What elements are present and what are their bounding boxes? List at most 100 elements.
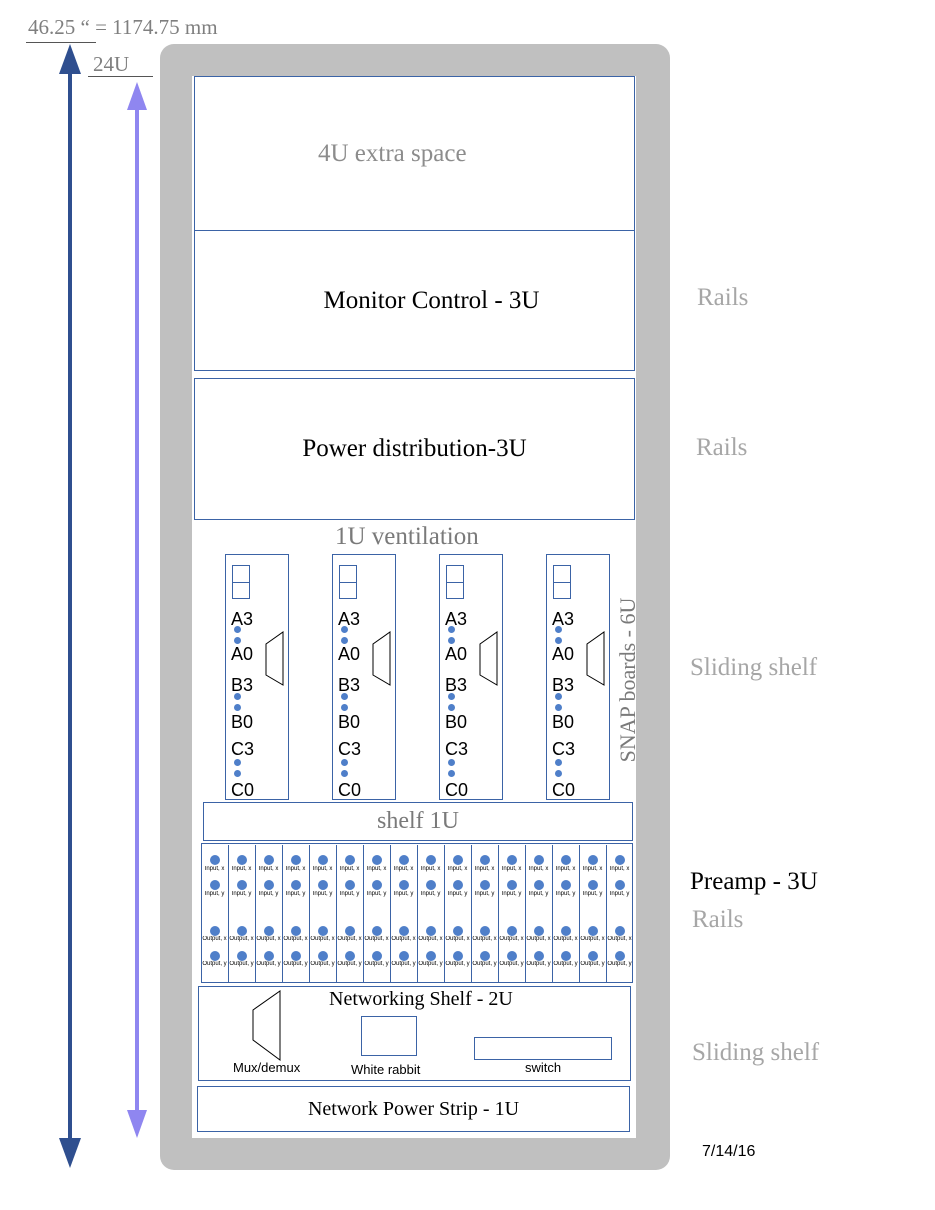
white-rabbit-box (361, 1016, 417, 1056)
snap-board-led (341, 693, 348, 700)
preamp-port-dot (209, 926, 220, 936)
preamp-channel-divider (471, 845, 472, 982)
preamp-port-label: Output, y (283, 961, 308, 967)
monitor-control-section: Monitor Control - 3U (194, 230, 635, 371)
snap-board-port-label: B3 (445, 675, 468, 695)
preamp-port-dot (425, 880, 436, 890)
white-rabbit-label: White rabbit (351, 1062, 421, 1077)
preamp-port-label: Output, y (499, 961, 524, 967)
preamp-port-dot (479, 880, 490, 890)
preamp-port-label: Input, x (447, 866, 468, 872)
preamp-port-dot (398, 855, 409, 865)
snap-board-port-label: C0 (338, 780, 362, 800)
preamp-port-label: Input, y (501, 891, 522, 897)
preamp-port-dot (533, 926, 544, 936)
preamp-port-dot (263, 855, 274, 865)
preamp-port-label: Output, x (310, 936, 335, 942)
snap-board-port-label: B0 (231, 712, 254, 732)
preamp-port-dot (236, 926, 247, 936)
preamp-port-label: Output, x (607, 936, 632, 942)
snap-board-port-label: B0 (445, 712, 468, 732)
rails-label-1: Rails (697, 284, 749, 311)
snap-board-led (341, 770, 348, 777)
preamp-port-dot (344, 880, 355, 890)
snap-board-led (555, 637, 562, 644)
rails-label-2: Rails (696, 434, 748, 461)
preamp-port-label: Input, x (366, 866, 387, 872)
snap-board-adc-icon (265, 631, 284, 686)
preamp-port-dot (614, 951, 625, 961)
preamp-port-dot (371, 951, 382, 961)
snap-board-led (448, 626, 455, 633)
preamp-port-dot (479, 951, 490, 961)
preamp-port-label: Output, x (256, 936, 281, 942)
preamp-port-dot (263, 880, 274, 890)
preamp-port-dot (290, 951, 301, 961)
mux-demux-label: Mux/demux (233, 1060, 301, 1075)
preamp-port-dot (425, 951, 436, 961)
preamp-port-dot (236, 951, 247, 961)
snap-board-port-label: C3 (338, 739, 362, 759)
preamp-channel-divider (363, 845, 364, 982)
preamp-channel-divider (552, 845, 553, 982)
dimension-label: 46.25 “ = 1174.75 mm (28, 15, 218, 39)
preamp-port-label: Output, x (526, 936, 551, 942)
switch-box (474, 1037, 612, 1060)
preamp-channel-divider (282, 845, 283, 982)
preamp-port-label: Output, y (364, 961, 389, 967)
snap-board-led (448, 693, 455, 700)
preamp-port-dot (452, 855, 463, 865)
preamp-channel-divider (309, 845, 310, 982)
networking-shelf-label: Networking Shelf - 2U (329, 988, 513, 1010)
preamp-port-dot (587, 855, 598, 865)
preamp-channel-divider (525, 845, 526, 982)
preamp-port-label: Output, x (418, 936, 443, 942)
snap-board-port-label: C0 (231, 780, 255, 800)
preamp-port-label: Output, y (607, 961, 632, 967)
preamp-port-dot (560, 880, 571, 890)
snap-board-port-label: A3 (338, 609, 361, 629)
preamp-port-label: Input, x (501, 866, 522, 872)
preamp-port-label: Input, x (474, 866, 495, 872)
preamp-port-dot (560, 951, 571, 961)
preamp-port-label: Input, x (204, 866, 225, 872)
preamp-port-dot (398, 880, 409, 890)
snap-board-led (448, 770, 455, 777)
preamp-port-dot (533, 855, 544, 865)
snap-board-led (234, 637, 241, 644)
preamp-label: Preamp - 3U (690, 868, 818, 895)
snap-board-led (234, 704, 241, 711)
date-label: 7/14/16 (702, 1143, 756, 1160)
preamp-port-dot (587, 880, 598, 890)
preamp-port-label: Output, x (337, 936, 362, 942)
preamp-port-label: Input, y (366, 891, 387, 897)
preamp-port-label: Output, x (229, 936, 254, 942)
preamp-port-label: Input, x (393, 866, 414, 872)
preamp-port-dot (344, 926, 355, 936)
preamp-port-dot (452, 926, 463, 936)
preamp-port-dot (425, 926, 436, 936)
snap-board-port-label: A0 (231, 644, 254, 664)
snap-board-led (341, 704, 348, 711)
snap-board-port-label: C3 (231, 739, 255, 759)
preamp-port-dot (560, 855, 571, 865)
preamp-port-dot (398, 926, 409, 936)
preamp-port-dot (614, 880, 625, 890)
snap-board-led (341, 759, 348, 766)
snap-board-connector-divider (339, 582, 357, 583)
preamp-port-label: Input, y (474, 891, 495, 897)
preamp-port-dot (263, 926, 274, 936)
snap-board-port-label: A3 (445, 609, 468, 629)
total-height-arrow-head-bottom (59, 1138, 81, 1168)
snap-boards-label: SNAP boards - 6U (615, 597, 640, 763)
preamp-channel-divider (498, 845, 499, 982)
sliding-shelf-label-1: Sliding shelf (690, 654, 818, 681)
preamp-port-label: Output, x (391, 936, 416, 942)
snap-board (332, 554, 396, 800)
preamp-port-dot (587, 926, 598, 936)
mux-demux-icon (252, 990, 281, 1061)
preamp-port-dot (371, 880, 382, 890)
preamp-port-dot (479, 926, 490, 936)
rack-units-arrow-head-top (127, 82, 147, 110)
